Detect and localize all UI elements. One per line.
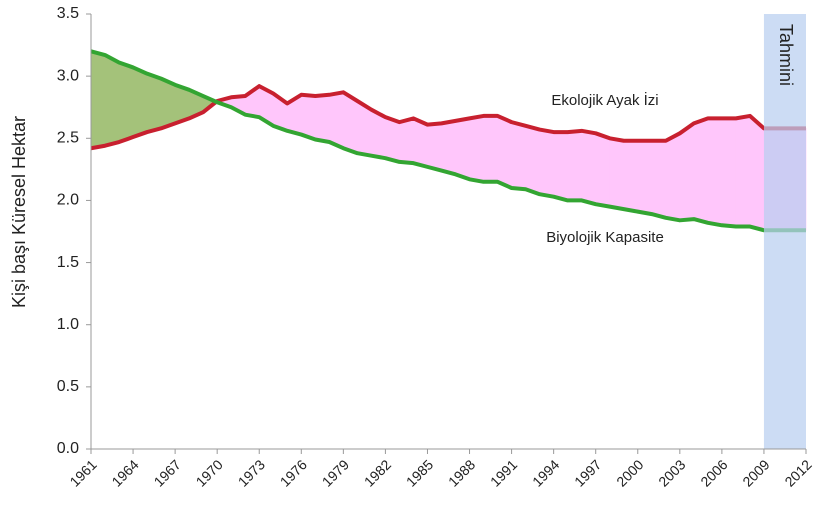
x-tick-label: 2000	[613, 456, 646, 489]
gap-fill	[581, 130, 597, 205]
series-label: Biyolojik Kapasite	[546, 229, 664, 246]
y-tick-label: 3.0	[57, 67, 79, 84]
x-tick-label: 2009	[739, 456, 772, 489]
gap-fill	[721, 118, 737, 227]
x-tick-label: 2006	[697, 456, 730, 489]
gap-fill	[749, 115, 765, 231]
y-tick-label: 2.5	[57, 130, 79, 147]
x-tick-label: 1979	[319, 456, 352, 489]
gap-fill	[679, 122, 695, 221]
gap-fill	[497, 115, 512, 189]
y-axis-label: Kişi başı Küresel Hektar	[9, 116, 29, 308]
y-tick-label: 3.5	[57, 5, 79, 22]
gap-fill	[399, 118, 414, 164]
gap-fill	[315, 94, 330, 143]
gap-fill	[511, 121, 526, 190]
gap-fill	[483, 115, 498, 183]
x-tick-label: 1967	[151, 456, 184, 489]
y-tick-label: 1.5	[57, 254, 79, 271]
y-tick-label: 0.0	[57, 440, 79, 457]
gap-fill	[300, 94, 316, 140]
series-line	[90, 84, 806, 151]
gap-fill	[441, 120, 456, 175]
gap-fill	[693, 117, 709, 224]
gap-fill	[553, 131, 568, 201]
gap-fill	[609, 137, 625, 210]
x-tick-label: 1988	[445, 456, 478, 489]
gap-fill	[651, 140, 667, 219]
gap-fill	[623, 140, 639, 212]
y-tick-label: 1.0	[57, 316, 79, 333]
series-line	[90, 49, 806, 233]
x-tick-label: 1982	[361, 456, 394, 489]
x-tick-label: 2012	[781, 456, 814, 489]
forecast-label: Tahmini	[776, 24, 796, 86]
gap-fill	[525, 125, 540, 195]
gap-fill	[132, 66, 148, 138]
series-label: Ekolojik Ayak İzi	[551, 91, 658, 109]
gap-fill	[329, 91, 344, 149]
gap-fill	[539, 129, 554, 198]
gap-fill	[595, 132, 611, 208]
x-tick-label: 1994	[529, 456, 562, 489]
x-tick-label: 1970	[193, 456, 226, 489]
gap-fill	[90, 50, 106, 149]
gap-fill	[735, 115, 751, 227]
x-tick-label: 2003	[655, 456, 688, 489]
x-tick-label: 1964	[108, 456, 141, 489]
x-tick-label: 1961	[66, 456, 99, 489]
gap-fill	[637, 140, 653, 215]
x-tick-label: 1973	[235, 456, 268, 489]
gap-fill	[707, 118, 723, 226]
x-tick-label: 1985	[403, 456, 436, 489]
x-tick-label: 1997	[571, 456, 604, 489]
gap-fill	[567, 130, 582, 201]
gap-fill	[665, 132, 681, 221]
gap-fill	[118, 62, 134, 143]
gap-fill	[104, 54, 120, 147]
x-tick-label: 1976	[277, 456, 310, 489]
gap-fill	[469, 115, 484, 183]
gap-fill	[427, 123, 442, 171]
gap-fill	[146, 73, 162, 133]
x-tick-label: 1991	[487, 456, 520, 489]
gap-fill	[455, 118, 470, 180]
y-tick-label: 2.0	[57, 192, 79, 209]
forecast-band	[763, 14, 806, 449]
gap-fill	[385, 116, 400, 163]
y-tick-label: 0.5	[57, 378, 79, 395]
